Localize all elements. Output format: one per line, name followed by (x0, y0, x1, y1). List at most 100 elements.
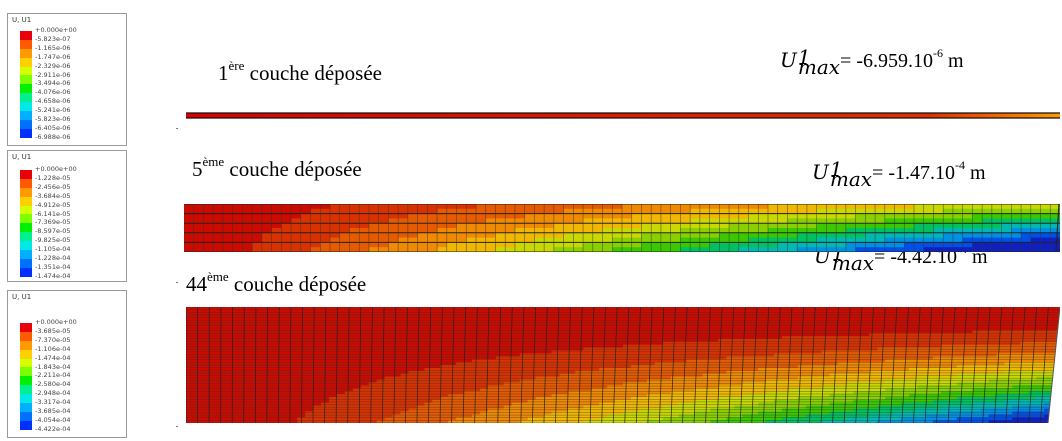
legend-swatch (20, 111, 32, 120)
layer-caption: couche déposée (249, 61, 382, 85)
legend-value: -5.823e-07 (35, 34, 71, 43)
layer-number: 44 (186, 272, 207, 296)
legend-swatch (20, 205, 32, 215)
mesh-lines (186, 307, 1060, 423)
legend-value: -9.825e-05 (35, 236, 71, 245)
legend-title: U, U1 (12, 16, 32, 24)
legend-value: -4.658e-06 (35, 97, 71, 106)
legend-value: -1.351e-04 (35, 262, 71, 271)
legend-value: -1.843e-04 (35, 362, 71, 371)
legend-value: -6.988e-06 (35, 132, 71, 141)
legend-swatch (20, 267, 32, 277)
layer-number: 5 (192, 157, 203, 181)
legend-swatch (20, 187, 32, 197)
legend-swatch (20, 84, 32, 94)
legend-swatch (20, 367, 32, 377)
mesh-lines (184, 204, 1060, 252)
umax-layer-1: U 1 max = -6.959.10-6 m (780, 44, 964, 79)
legend-layer-44: U, U1 +0.000e+00 -3.685e-05 -7.370e-05 -1.1… (7, 290, 127, 438)
contour-layer-5 (184, 204, 1060, 252)
legend-swatch (20, 385, 32, 395)
legend-value: -2.911e-06 (35, 70, 71, 79)
legend-swatch (20, 394, 32, 404)
legend-value: -7.370e-05 (35, 335, 71, 344)
legend-value: -1.228e-04 (35, 254, 71, 262)
legend-value: -7.369e-05 (35, 218, 71, 227)
legend-swatch (20, 250, 32, 259)
layer-suffix: ère (228, 58, 245, 73)
legend-swatch (20, 178, 32, 188)
legend-value: +0.000e+00 (35, 318, 77, 326)
legend-value: -6.141e-05 (35, 209, 71, 218)
legend-value: -8.597e-05 (35, 227, 71, 236)
legend-swatch (20, 102, 32, 112)
legend-value: -4.054e-04 (35, 415, 71, 424)
axis-marker (176, 426, 178, 427)
legend-value: -2.580e-04 (35, 380, 71, 389)
legend-value: -2.329e-06 (35, 61, 71, 70)
caption-layer-1: 1ère couche déposée (218, 58, 382, 88)
legend-swatch (20, 75, 32, 85)
legend-swatch (20, 31, 32, 40)
axis-marker (176, 282, 178, 283)
legend-value: -2.456e-05 (35, 182, 71, 191)
legend-value: -1.474e-04 (35, 353, 71, 362)
legend-swatch (20, 93, 32, 103)
legend-swatch (20, 128, 32, 138)
legend-swatch (20, 331, 32, 341)
layer-suffix: ème (202, 154, 225, 169)
umax-exponent: -6 (932, 46, 943, 60)
layer-caption: couche déposée (229, 157, 362, 181)
legend-swatch (20, 340, 32, 350)
legend-title: U, U1 (12, 153, 32, 161)
legend-value: -1.474e-04 (35, 271, 71, 280)
legend-value: +0.000e+00 (35, 26, 77, 34)
legend-swatch (20, 376, 32, 386)
legend-swatch (20, 223, 32, 233)
umax-value: -1.47.10 (888, 162, 955, 184)
legend-swatch (20, 403, 32, 412)
legend-value: -4.912e-05 (35, 200, 71, 209)
legend-swatch (20, 57, 32, 67)
legend-swatch (20, 411, 32, 421)
legend-title: U, U1 (12, 293, 32, 301)
legend-swatch (20, 349, 32, 359)
legend-value: -1.228e-05 (35, 173, 71, 182)
legend-swatch (20, 258, 32, 268)
legend-value: -4.422e-04 (35, 424, 71, 433)
umax-exponent: -4 (954, 158, 965, 172)
legend-colorbar (20, 170, 32, 277)
contour-layer-1 (186, 112, 1060, 119)
legend-swatch (20, 241, 32, 251)
legend-value: -3.685e-04 (35, 407, 71, 415)
legend-value: -3.317e-04 (35, 398, 71, 407)
legend-value: -6.405e-06 (35, 123, 71, 132)
legend-swatch (20, 48, 32, 58)
caption-layer-44: 44ème couche déposée (186, 269, 367, 299)
legend-swatch (20, 66, 32, 76)
contour-layer-44 (186, 307, 1060, 423)
legend-value: -2.948e-04 (35, 389, 71, 398)
legend-value: -1.106e-04 (35, 344, 71, 353)
umax-symbol: U 1 max (780, 44, 841, 79)
legend-swatch (20, 358, 32, 368)
legend-swatch (20, 323, 32, 332)
layer-caption: couche déposée (233, 272, 367, 296)
legend-layer-5: U, U1 +0.000e+00 -1.228e-05 -2.456e-05 -3.6… (7, 150, 127, 282)
umax-value: -6.959.10 (856, 50, 933, 72)
legend-swatch (20, 39, 32, 49)
umax-unit: m (969, 162, 986, 184)
legend-value: -2.211e-04 (35, 371, 71, 380)
axis-marker (176, 128, 178, 129)
contour-bands (184, 204, 1060, 252)
legend-value: -4.076e-06 (35, 88, 71, 97)
legend-value: -1.747e-06 (35, 52, 71, 61)
legend-value: -5.241e-06 (35, 106, 71, 115)
legend-swatch (20, 232, 32, 242)
legend-value: -5.823e-06 (35, 115, 71, 123)
legend-colorbar (20, 323, 32, 430)
umax-unit: m (947, 50, 964, 72)
legend-colorbar (20, 31, 32, 138)
legend-value: -3.685e-05 (35, 326, 71, 335)
